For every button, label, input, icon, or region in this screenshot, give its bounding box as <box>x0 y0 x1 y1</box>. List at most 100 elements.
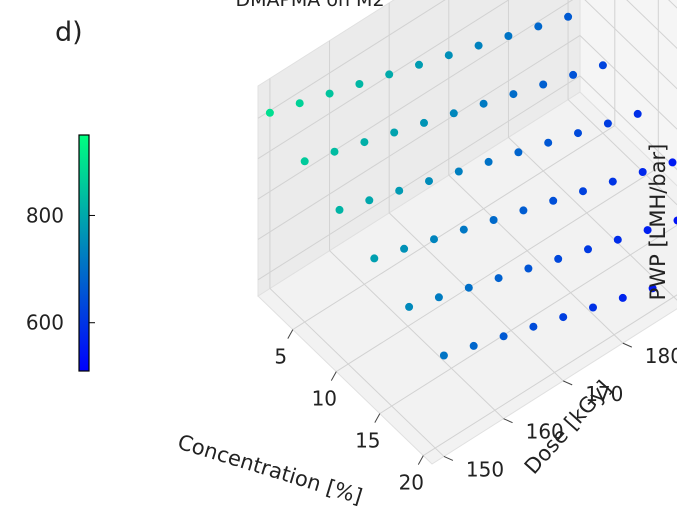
data-point <box>390 128 399 137</box>
data-point <box>524 264 533 273</box>
colorbar-tick-label: 600 <box>26 311 64 335</box>
data-point <box>449 109 458 118</box>
data-point <box>633 109 642 118</box>
x-tick-label: 15 <box>355 429 380 453</box>
data-point <box>385 70 394 79</box>
data-point <box>618 293 627 302</box>
data-point <box>360 138 369 147</box>
data-point <box>564 12 573 21</box>
axes-panes <box>257 0 677 465</box>
grid-line-z <box>257 0 446 119</box>
x-tick-mark <box>417 455 424 465</box>
y-tick-mark <box>562 380 573 386</box>
data-point <box>519 206 528 215</box>
x-tick-label: 20 <box>399 471 424 495</box>
y-tick-mark <box>622 342 633 348</box>
data-point <box>534 22 543 31</box>
data-point <box>589 303 597 312</box>
data-point <box>430 235 438 244</box>
colorbar <box>78 134 90 372</box>
data-point <box>574 129 582 138</box>
data-point <box>554 254 563 263</box>
data-point <box>265 108 274 117</box>
data-point <box>454 167 463 176</box>
grid-lines <box>257 0 677 457</box>
data-points <box>265 12 677 360</box>
data-point <box>444 51 453 60</box>
y-tick-mark <box>443 455 454 461</box>
data-point <box>420 118 428 127</box>
data-point <box>504 32 513 40</box>
data-point <box>335 205 344 214</box>
data-point <box>499 332 508 341</box>
data-point <box>370 254 379 263</box>
y-tick-label: 150 <box>466 457 504 481</box>
data-point <box>464 283 473 292</box>
data-point <box>613 235 622 244</box>
data-point <box>598 61 607 70</box>
data-point <box>415 60 423 69</box>
x-tick-label: 5 <box>274 345 287 369</box>
grid-line-y <box>448 174 624 344</box>
x-tick-mark <box>287 329 294 339</box>
data-point <box>584 245 592 254</box>
grid-line-z <box>257 0 510 160</box>
panel-label: d) <box>55 17 83 48</box>
grid-line-y <box>329 250 504 420</box>
grid-line-z <box>579 75 677 171</box>
tick-labels: 5101520150160170180190200500600700800900 <box>274 344 677 495</box>
y-tick-label: 160 <box>526 420 564 444</box>
data-point <box>648 284 657 293</box>
grid-line-x <box>423 294 677 457</box>
data-point <box>549 196 558 205</box>
data-point <box>539 80 548 89</box>
data-point <box>559 313 568 322</box>
data-point <box>295 99 304 108</box>
back-pane <box>579 0 677 187</box>
data-point <box>469 341 478 350</box>
data-point <box>509 90 518 99</box>
data-point <box>439 351 448 360</box>
x-tick-label: 10 <box>312 387 337 411</box>
grid-line-x <box>292 125 616 331</box>
y-tick-label: 170 <box>585 382 623 406</box>
x-tick-mark <box>330 371 337 381</box>
data-point <box>474 41 483 50</box>
data-point <box>484 157 493 166</box>
data-point <box>579 187 587 196</box>
data-point <box>544 138 553 147</box>
data-point <box>643 226 652 235</box>
grid-line-z <box>257 0 574 200</box>
grid-line-x <box>379 224 677 415</box>
data-point <box>529 322 538 331</box>
grid-line-z <box>257 35 581 240</box>
data-point <box>405 302 414 311</box>
data-point <box>330 147 339 156</box>
grid-line-y <box>508 136 677 301</box>
data-point <box>489 216 498 224</box>
colorbar-tick-label: 800 <box>26 204 64 228</box>
data-point <box>425 177 433 186</box>
data-point <box>355 80 364 88</box>
data-point <box>569 70 578 79</box>
data-point <box>395 186 404 195</box>
colorbar-ticks: 600 800 <box>26 204 95 335</box>
grid-line-z <box>584 0 677 90</box>
x-axis-label: Concentration [%] <box>175 430 365 509</box>
data-point <box>603 119 612 128</box>
grid-line-z <box>257 75 581 281</box>
grid-line-y <box>269 288 445 457</box>
data-point <box>325 89 334 98</box>
grid-line-z <box>579 35 677 130</box>
data-point <box>479 99 488 108</box>
data-point <box>365 196 374 205</box>
z-axis-label: PWP [LMH/bar] <box>646 144 670 301</box>
axis-ticks <box>287 329 633 465</box>
data-point <box>668 158 677 167</box>
data-point <box>434 293 443 302</box>
data-point <box>400 244 409 253</box>
y-tick-mark <box>503 418 513 424</box>
x-tick-mark <box>374 413 381 423</box>
data-point <box>514 148 523 157</box>
data-point <box>459 225 468 234</box>
